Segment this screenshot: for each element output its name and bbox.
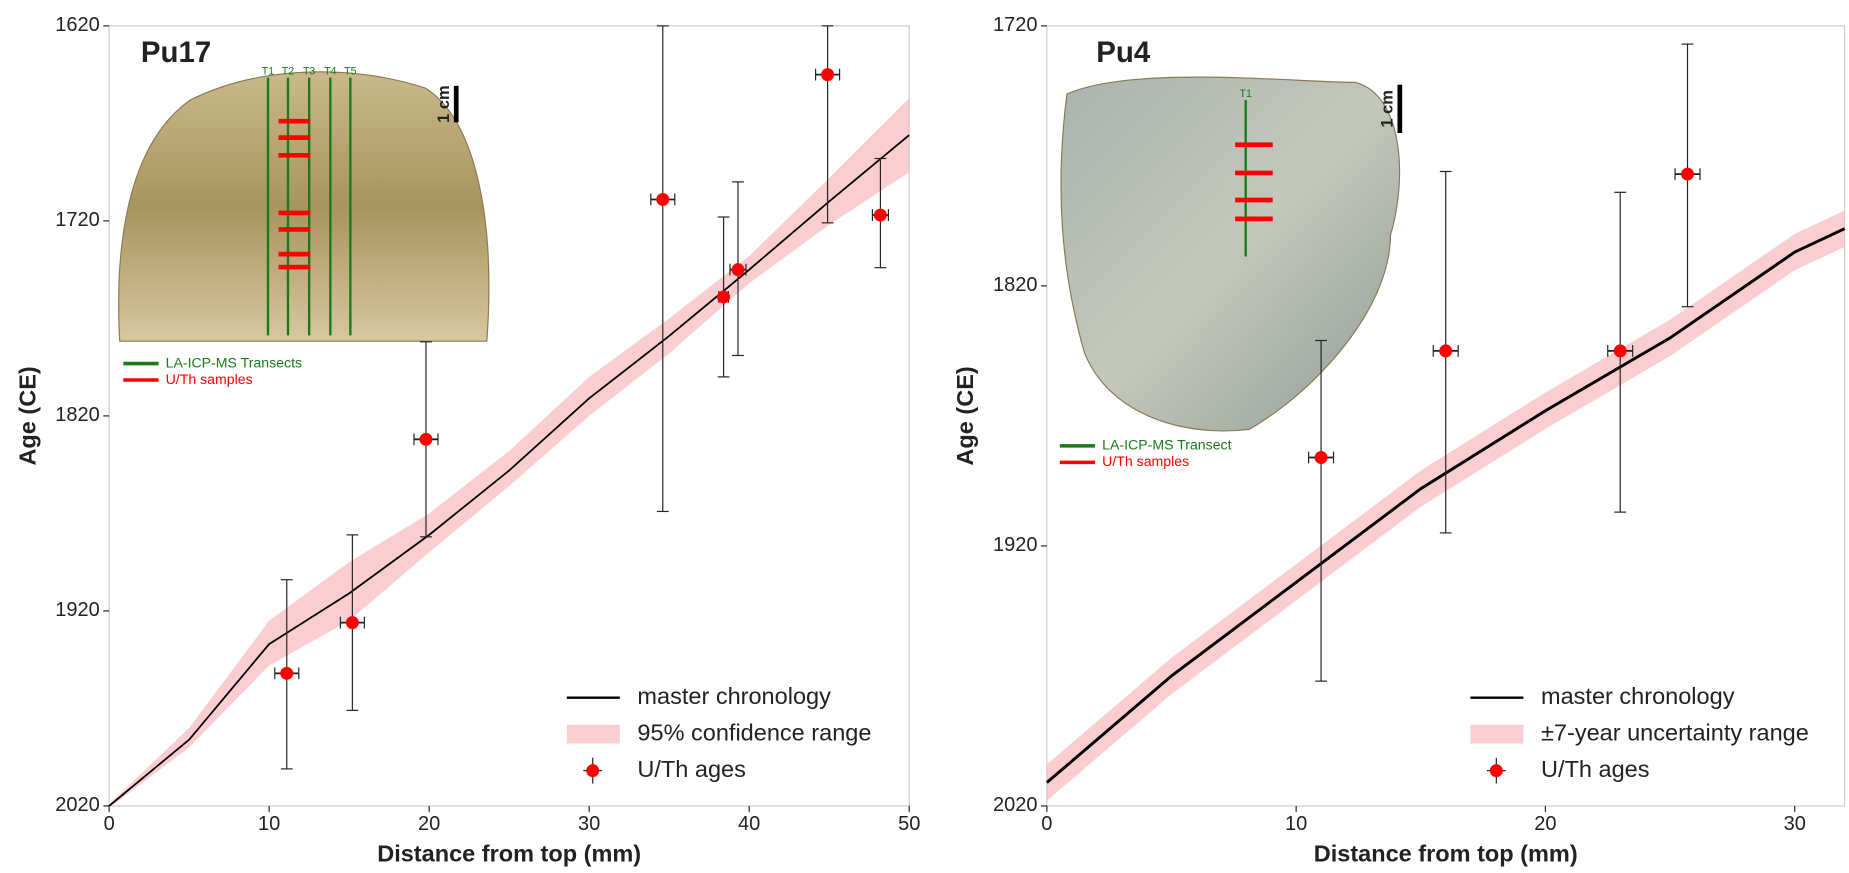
y-axis-label: Age (CE) xyxy=(952,366,978,465)
uth-point xyxy=(280,666,294,680)
x-tick-label: 40 xyxy=(738,813,760,835)
uth-point xyxy=(1314,451,1328,464)
legend-band xyxy=(1470,724,1524,744)
y-tick-label: 1920 xyxy=(55,599,100,621)
x-axis-label: Distance from top (mm) xyxy=(377,841,641,867)
y-tick-label: 2020 xyxy=(993,794,1038,816)
y-tick-label: 1820 xyxy=(55,404,100,426)
legend-label: master chronology xyxy=(637,683,831,709)
legend-label: 95% confidence range xyxy=(637,719,871,745)
confidence-band xyxy=(1046,210,1845,801)
transect-label: T1 xyxy=(1240,88,1252,100)
x-tick-label: 10 xyxy=(1285,813,1307,835)
legend-label: ±7-year uncertainty range xyxy=(1541,719,1809,745)
shell-photo xyxy=(118,71,490,342)
x-tick-label: 50 xyxy=(898,813,920,835)
scale-label: 1 cm xyxy=(435,85,453,123)
x-tick-label: 0 xyxy=(104,813,115,835)
uth-point xyxy=(873,208,887,222)
uth-point xyxy=(1613,344,1627,358)
legend-label: U/Th ages xyxy=(637,756,745,782)
transect-label: T4 xyxy=(324,66,336,78)
x-tick-label: 20 xyxy=(1534,813,1556,835)
inset-legend-label: U/Th samples xyxy=(166,371,253,387)
confidence-band xyxy=(109,98,910,808)
y-tick-label: 1920 xyxy=(993,534,1038,556)
y-tick-label: 1820 xyxy=(993,274,1038,296)
uth-point xyxy=(731,263,745,277)
y-tick-label: 2020 xyxy=(55,794,100,816)
plot-frame xyxy=(1046,25,1846,807)
uth-point xyxy=(656,192,670,206)
panel-title: Pu4 xyxy=(1096,36,1151,69)
uth-point xyxy=(717,290,731,304)
y-tick-label: 1620 xyxy=(55,14,100,36)
x-tick-label: 0 xyxy=(1041,813,1052,835)
legend-label: U/Th ages xyxy=(1541,756,1649,782)
transect-label: T2 xyxy=(282,66,294,78)
scale-label: 1 cm xyxy=(1378,90,1396,128)
y-tick-label: 1720 xyxy=(55,209,100,231)
transect-label: T5 xyxy=(344,66,356,78)
uth-point xyxy=(1681,167,1694,181)
inset-legend-label: LA-ICP-MS Transects xyxy=(166,354,302,370)
legend-band xyxy=(566,724,620,744)
inset-legend-label: U/Th samples xyxy=(1102,453,1189,469)
y-tick-label: 1720 xyxy=(993,14,1038,36)
y-axis-label: Age (CE) xyxy=(14,366,40,465)
uth-point xyxy=(1439,344,1453,358)
transect-label: T3 xyxy=(303,66,315,78)
uth-point xyxy=(821,68,835,82)
inset-legend-label: LA-ICP-MS Transect xyxy=(1102,437,1231,453)
x-tick-label: 20 xyxy=(418,813,440,835)
panel-title: Pu17 xyxy=(141,36,211,69)
transect-label: T1 xyxy=(262,66,274,78)
uth-point xyxy=(345,616,359,630)
legend-point xyxy=(586,764,600,778)
x-tick-label: 30 xyxy=(1784,813,1806,835)
uth-point xyxy=(419,432,433,446)
legend-point xyxy=(1489,764,1503,778)
x-axis-label: Distance from top (mm) xyxy=(1314,841,1578,867)
chronology-line xyxy=(1045,227,1846,784)
x-tick-label: 10 xyxy=(258,813,280,835)
x-tick-label: 30 xyxy=(578,813,600,835)
legend-label: master chronology xyxy=(1541,683,1735,709)
shell-photo xyxy=(1060,76,1401,432)
chronology-line xyxy=(108,134,910,807)
